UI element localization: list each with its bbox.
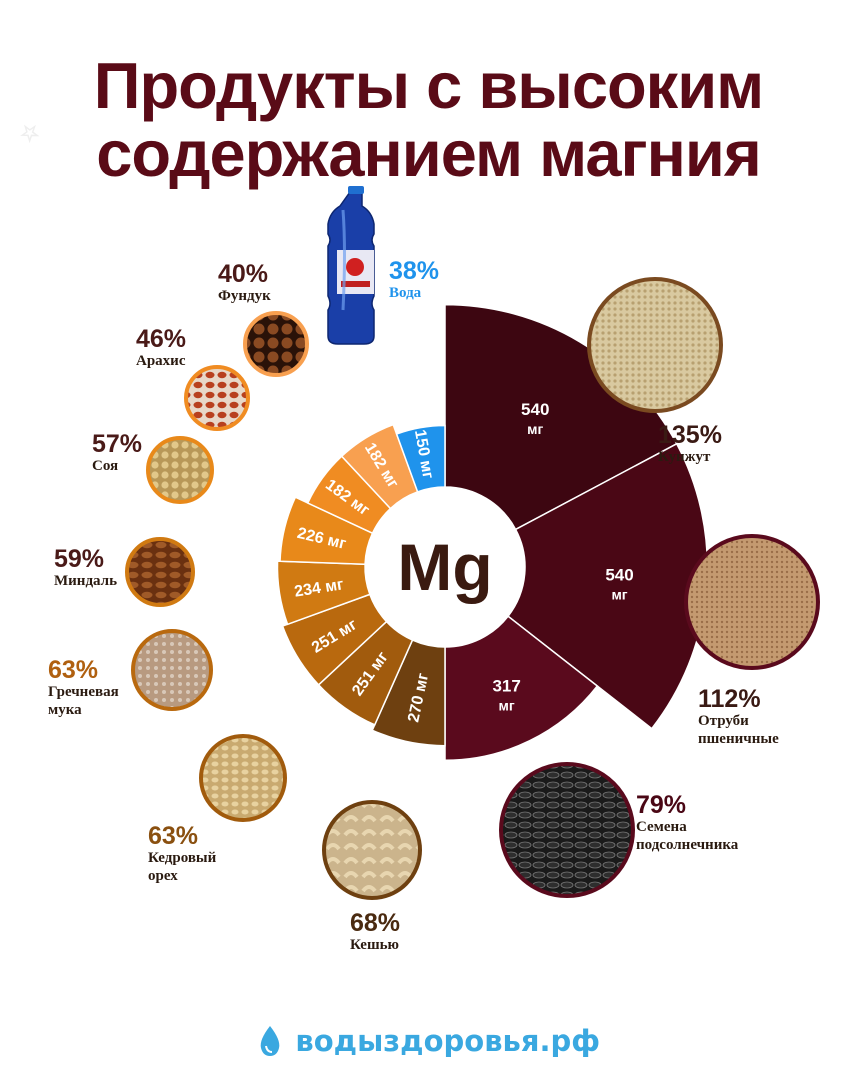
food-image <box>199 734 287 822</box>
pie-slice <box>371 639 446 747</box>
food-images <box>125 277 820 900</box>
product-name: подсолнечника <box>636 837 739 853</box>
food-image <box>684 534 820 670</box>
product-percent: 46% <box>136 325 187 353</box>
product-name: Миндаль <box>54 573 118 589</box>
product-label: 79% Семена подсолнечника <box>636 792 738 854</box>
slice-value-label: 540 мг <box>521 400 549 437</box>
center-label: Mg <box>397 530 492 604</box>
product-label: 40% Фундук <box>218 261 271 305</box>
product-name: мука <box>48 702 82 718</box>
product-percent: 57% <box>92 430 143 458</box>
product-name: Кешью <box>350 937 400 953</box>
product-name: пшеничные <box>698 731 779 747</box>
center-circle: Mg <box>365 487 525 647</box>
water-drop-icon <box>260 1026 280 1056</box>
product-name: Фундук <box>218 288 271 304</box>
product-label: 63% Кедровый орех <box>148 823 216 885</box>
page-title: Продукты с высоким содержанием магния <box>0 52 857 188</box>
food-image <box>125 537 195 607</box>
title-line-1: Продукты с высоким <box>93 49 765 122</box>
product-label: 68% Кешью <box>350 910 400 954</box>
food-image <box>587 277 723 413</box>
product-percent: 79% <box>636 791 687 819</box>
product-name: Кунжут <box>658 449 711 465</box>
product-percent: 38% <box>389 257 440 285</box>
product-name: Вода <box>389 285 422 301</box>
product-name: орех <box>148 868 178 884</box>
product-label: 59% Миндаль <box>54 546 117 590</box>
footer: водыздоровья.рф <box>0 1024 857 1058</box>
food-image <box>243 311 309 377</box>
product-name: Гречневая <box>48 684 119 700</box>
product-percent: 135% <box>658 421 722 449</box>
water-bottle-image <box>327 186 375 345</box>
product-percent: 40% <box>218 260 269 288</box>
product-name: Семена <box>636 819 687 835</box>
product-percent: 63% <box>148 822 199 850</box>
slice-value-label: 317 мг <box>492 676 520 713</box>
product-label: 38% Вода <box>389 258 439 302</box>
product-percent: 59% <box>54 545 105 573</box>
title-line-2: содержанием магния <box>96 117 762 190</box>
product-label: 135% Кунжут <box>658 422 722 466</box>
product-label: 112% Отруби пшеничные <box>698 686 779 748</box>
footer-url[interactable]: водыздоровья.рф <box>295 1024 601 1058</box>
product-label: 46% Арахис <box>136 326 186 370</box>
product-percent: 68% <box>350 909 401 937</box>
product-percent: 112% <box>698 685 761 713</box>
product-label: 63% Гречневая мука <box>48 657 119 719</box>
product-name: Кедровый <box>148 850 217 866</box>
food-image <box>184 365 250 431</box>
product-name: Соя <box>92 458 119 474</box>
food-image <box>499 762 635 898</box>
food-image <box>146 436 214 504</box>
product-label: 57% Соя <box>92 431 142 475</box>
product-percent: 63% <box>48 656 99 684</box>
product-name: Отруби <box>698 713 749 729</box>
pie-slice <box>506 442 709 730</box>
slice-value-label: 540 мг <box>605 565 633 602</box>
food-image <box>131 629 213 711</box>
food-image <box>322 800 422 900</box>
product-name: Арахис <box>136 353 186 369</box>
